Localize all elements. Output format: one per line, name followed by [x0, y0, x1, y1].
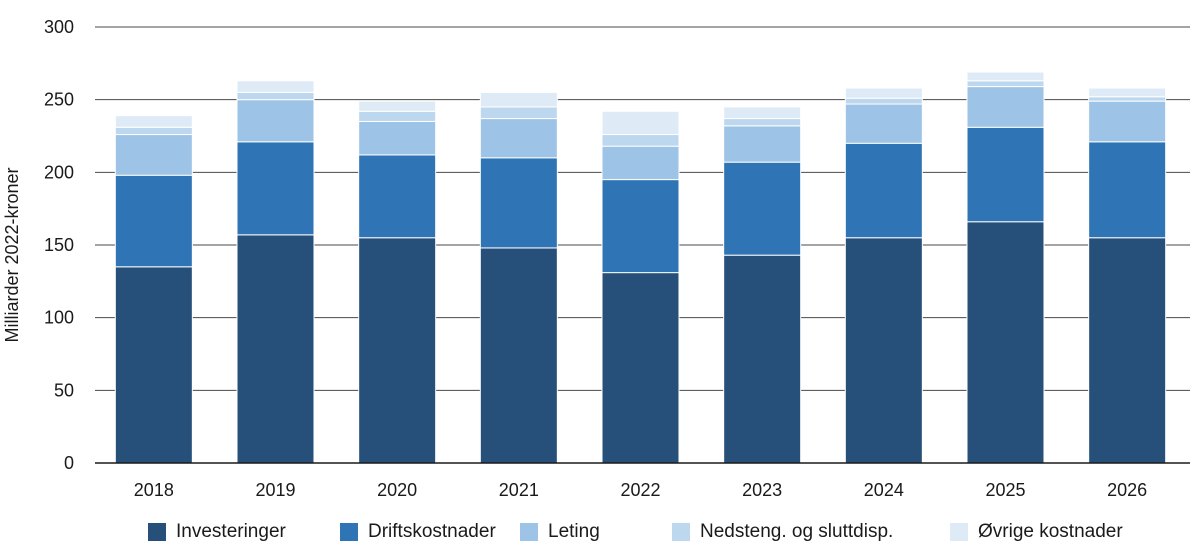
y-tick-label: 300: [44, 17, 74, 37]
bar-segment: [358, 237, 437, 464]
x-tick-label: 2022: [620, 480, 660, 500]
x-tick-label: 2021: [499, 480, 539, 500]
legend-swatch: [520, 523, 538, 541]
x-tick-label: 2019: [255, 480, 295, 500]
legend-label: Leting: [548, 521, 600, 542]
bar-segment: [114, 266, 193, 464]
bar-segment: [966, 126, 1045, 223]
bar-segment: [1088, 237, 1167, 464]
bar-segment: [1088, 141, 1167, 239]
x-tick-label: 2018: [134, 480, 174, 500]
x-tick-label: 2024: [864, 480, 904, 500]
bar-segment: [358, 100, 437, 112]
legend-label: Investeringer: [176, 521, 286, 542]
legend-item: Nedsteng. og sluttdisp.: [672, 514, 893, 550]
x-tick-label: 2025: [985, 480, 1025, 500]
x-axis-ticks: 2018 2019 2020 2021 2022 2023 2024 2025 2026: [134, 480, 1147, 500]
bar-segment: [236, 141, 315, 236]
y-tick-label: 150: [44, 235, 74, 255]
y-axis-title: Milliarder 2022-kroner: [2, 167, 22, 342]
bar-segment: [479, 106, 558, 120]
bar-segment: [114, 115, 193, 128]
legend-swatch: [148, 523, 166, 541]
bar-segment: [236, 80, 315, 93]
bar-segment: [479, 247, 558, 464]
bar-segment: [844, 97, 923, 105]
y-tick-label: 0: [64, 453, 74, 473]
bar-segment: [358, 154, 437, 239]
bar-segment: [236, 99, 315, 143]
bar-segment: [601, 179, 680, 274]
bar-segment: [723, 161, 802, 256]
bar-segment: [236, 91, 315, 101]
y-tick-label: 50: [54, 380, 74, 400]
bar-segment: [114, 174, 193, 268]
legend: Investeringer Driftskostnader Leting Nedste…: [0, 514, 1200, 550]
bar-segment: [723, 118, 802, 127]
bar-segment: [723, 254, 802, 464]
bar-segment: [1088, 96, 1167, 102]
bar-segment: [966, 86, 1045, 128]
legend-label: Nedsteng. og sluttdisp.: [700, 521, 894, 542]
legend-label: Øvrige kostnader: [978, 521, 1123, 542]
bar-segment: [601, 110, 680, 136]
bar-segment: [114, 134, 193, 176]
legend-item: Øvrige kostnader: [950, 514, 1123, 550]
bar-segment: [723, 125, 802, 163]
y-tick-label: 200: [44, 162, 74, 182]
bar-segment: [1088, 100, 1167, 143]
bar-segment: [844, 142, 923, 239]
bar-segment: [1088, 87, 1167, 98]
bar-segment: [966, 221, 1045, 464]
bar-segment: [358, 110, 437, 122]
bar-segment: [723, 106, 802, 120]
legend-swatch: [340, 523, 358, 541]
bar-segment: [479, 91, 558, 108]
bar-segment: [966, 80, 1045, 88]
bar-segment: [844, 237, 923, 464]
legend-item: Leting: [520, 514, 600, 550]
bar-segment: [479, 157, 558, 249]
y-tick-label: 250: [44, 90, 74, 110]
legend-label: Driftskostnader: [368, 521, 496, 542]
bar-segment: [966, 71, 1045, 82]
y-axis-ticks: 0 50 100 150 200 250 300: [44, 17, 74, 473]
bar-segment: [601, 272, 680, 464]
bar-segment: [601, 134, 680, 147]
bar-segment: [236, 234, 315, 464]
legend-swatch: [672, 523, 690, 541]
bars: [114, 71, 1167, 464]
bar-segment: [358, 120, 437, 156]
bar-segment: [844, 103, 923, 144]
y-tick-label: 100: [44, 308, 74, 328]
bar-segment: [114, 126, 193, 136]
x-tick-label: 2023: [742, 480, 782, 500]
legend-item: Driftskostnader: [340, 514, 496, 550]
legend-item: Investeringer: [148, 514, 286, 550]
x-tick-label: 2026: [1107, 480, 1147, 500]
bar-segment: [601, 145, 680, 181]
legend-swatch: [950, 523, 968, 541]
bar-segment: [844, 87, 923, 99]
x-tick-label: 2020: [377, 480, 417, 500]
bar-segment: [479, 118, 558, 159]
